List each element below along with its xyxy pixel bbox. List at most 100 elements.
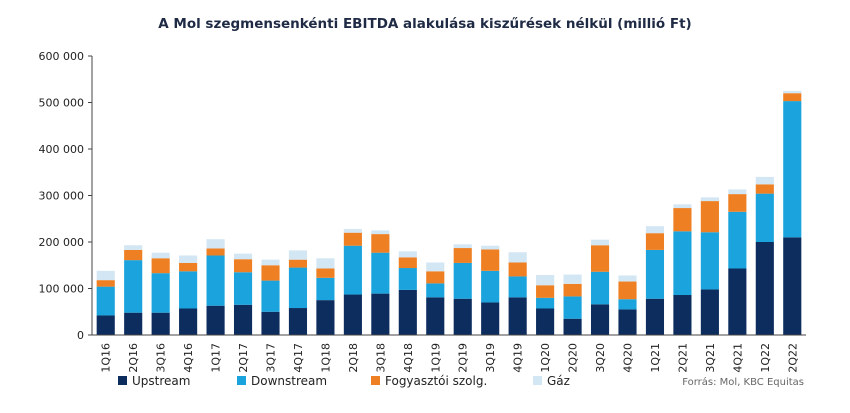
y-tick-label: 200 000 <box>39 236 85 249</box>
bar-g-z-3q17 <box>261 259 280 266</box>
bar-g-z-1q17 <box>206 239 225 249</box>
x-tick-label: 2Q20 <box>567 343 580 373</box>
bar-fogyaszt-i-szolg-2q18 <box>343 232 362 246</box>
legend-swatch-downstream <box>237 376 246 385</box>
bar-upstream-1q19 <box>426 297 445 335</box>
bar-g-z-4q18 <box>398 251 417 258</box>
bar-upstream-2q22 <box>783 237 802 335</box>
bar-downstream-2q19 <box>453 262 472 299</box>
x-tick-label: 3Q21 <box>704 343 717 373</box>
bar-upstream-4q21 <box>728 268 747 335</box>
bar-downstream-1q18 <box>316 277 335 301</box>
bar-upstream-3q18 <box>371 293 390 335</box>
bar-downstream-2q22 <box>783 101 802 238</box>
bar-upstream-3q21 <box>700 289 719 335</box>
x-tick-label: 2Q21 <box>676 343 689 373</box>
bar-g-z-2q17 <box>233 253 253 260</box>
x-tick-label: 1Q20 <box>539 343 552 373</box>
bar-fogyaszt-i-szolg-3q16 <box>151 258 170 274</box>
bar-upstream-1q21 <box>645 298 665 335</box>
bar-downstream-1q19 <box>426 283 445 298</box>
legend: Upstream Downstream Fogyasztói szolg. Gáz <box>118 374 570 388</box>
bar-upstream-3q19 <box>481 302 500 335</box>
bar-fogyaszt-i-szolg-1q16 <box>96 280 115 287</box>
bar-upstream-1q20 <box>536 308 555 335</box>
y-tick-label: 0 <box>77 329 84 342</box>
bar-fogyaszt-i-szolg-3q19 <box>481 249 500 271</box>
bar-upstream-2q19 <box>453 298 472 335</box>
legend-label-fogyaszt-i-szolg: Fogyasztói szolg. <box>385 374 487 388</box>
y-tick-label: 500 000 <box>39 97 85 110</box>
bar-downstream-2q20 <box>563 296 582 319</box>
bar-fogyaszt-i-szolg-4q20 <box>618 281 637 300</box>
bar-fogyaszt-i-szolg-1q17 <box>206 248 225 256</box>
bar-downstream-1q16 <box>96 286 115 316</box>
bar-upstream-4q18 <box>398 289 417 335</box>
bar-upstream-1q22 <box>755 242 774 335</box>
x-tick-label: 1Q18 <box>319 343 332 373</box>
bar-downstream-4q20 <box>618 299 637 310</box>
y-axis: 0 100 000 200 000 300 000 400 000 500 000 600 … <box>39 50 93 342</box>
y-tick-label: 100 000 <box>39 283 85 296</box>
bar-g-z-3q20 <box>590 239 610 246</box>
bar-fogyaszt-i-szolg-4q16 <box>179 262 198 272</box>
bar-upstream-2q17 <box>233 304 253 335</box>
bar-fogyaszt-i-szolg-2q17 <box>233 259 253 273</box>
bar-g-z-1q20 <box>536 275 555 286</box>
bar-fogyaszt-i-szolg-4q17 <box>288 259 308 268</box>
legend-label-upstream: Upstream <box>132 374 190 388</box>
bar-downstream-3q17 <box>261 280 280 312</box>
bar-fogyaszt-i-szolg-1q21 <box>645 233 665 250</box>
bar-upstream-2q18 <box>343 294 362 335</box>
bar-downstream-4q19 <box>508 276 527 298</box>
y-tick-label: 600 000 <box>39 50 85 63</box>
bar-fogyaszt-i-szolg-1q20 <box>536 285 555 298</box>
bar-upstream-3q20 <box>590 304 610 335</box>
bar-upstream-1q18 <box>316 300 335 335</box>
bar-downstream-4q18 <box>398 268 417 290</box>
bar-g-z-2q18 <box>343 228 362 233</box>
bar-fogyaszt-i-szolg-1q19 <box>426 271 445 284</box>
x-tick-label: 1Q19 <box>429 343 442 373</box>
bar-downstream-4q16 <box>179 271 198 309</box>
bar-downstream-1q20 <box>536 297 555 309</box>
legend-label-downstream: Downstream <box>251 374 327 388</box>
bar-upstream-3q16 <box>151 312 170 335</box>
x-tick-label: 4Q19 <box>512 343 525 373</box>
x-tick-label: 4Q17 <box>292 343 305 373</box>
bar-downstream-1q17 <box>206 255 225 306</box>
x-tick-label: 2Q18 <box>347 343 360 373</box>
bar-downstream-2q16 <box>124 260 143 313</box>
bar-upstream-4q16 <box>179 308 198 335</box>
bar-g-z-1q22 <box>755 176 774 185</box>
y-tick-label: 300 000 <box>39 190 85 203</box>
bar-downstream-3q20 <box>590 271 610 305</box>
bar-g-z-1q21 <box>645 226 665 234</box>
bar-downstream-2q18 <box>343 245 362 295</box>
bar-upstream-2q16 <box>124 312 143 335</box>
bar-g-z-4q19 <box>508 252 527 263</box>
x-tick-label: 2Q17 <box>237 343 250 373</box>
bar-g-z-2q20 <box>563 274 582 284</box>
bar-g-z-1q16 <box>96 270 115 281</box>
bar-g-z-1q19 <box>426 262 445 272</box>
bar-fogyaszt-i-szolg-4q19 <box>508 262 527 277</box>
x-tick-label: 3Q19 <box>484 343 497 373</box>
bar-upstream-1q16 <box>96 315 115 335</box>
bar-fogyaszt-i-szolg-2q21 <box>673 208 692 232</box>
bar-upstream-3q17 <box>261 311 280 335</box>
x-tick-label: 2Q16 <box>127 343 140 373</box>
bar-fogyaszt-i-szolg-1q18 <box>316 268 335 278</box>
bar-downstream-2q17 <box>233 272 253 305</box>
bars-group <box>96 90 802 335</box>
bar-fogyaszt-i-szolg-4q18 <box>398 257 417 269</box>
x-tick-label: 1Q16 <box>100 343 113 373</box>
chart-title: A Mol szegmensenkénti EBITDA alakulása k… <box>158 16 691 32</box>
bar-g-z-4q20 <box>618 275 637 282</box>
bar-downstream-3q21 <box>700 232 719 290</box>
bar-downstream-3q16 <box>151 273 170 313</box>
bar-downstream-2q21 <box>673 231 692 296</box>
legend-swatch-fogyaszt-i-szolg <box>371 376 380 385</box>
